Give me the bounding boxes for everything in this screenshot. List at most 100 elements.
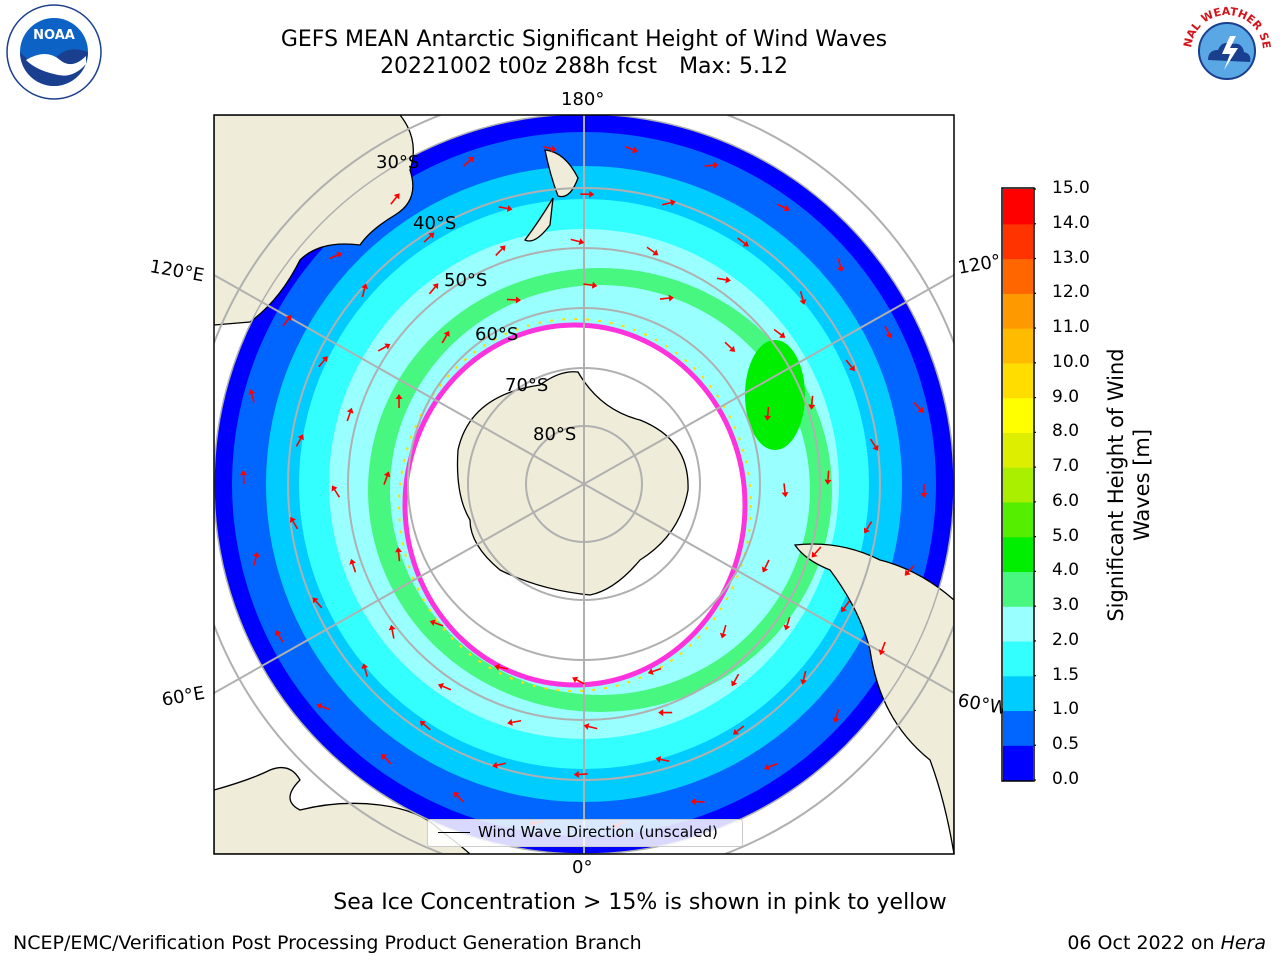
wave-arrow (659, 297, 670, 300)
colorbar-band (1003, 362, 1033, 399)
wave-arrow-head (837, 266, 844, 273)
footer-branch: NCEP/EMC/Verification Post Processing Pr… (13, 932, 642, 954)
colorbar-label: Significant Height of Wind Waves [m] (1104, 348, 1154, 622)
wave-arrow-head (515, 296, 521, 304)
wave-arrow (253, 556, 257, 566)
colorbar-band (1003, 189, 1033, 225)
map-legend: Wind Wave Direction (unscaled) (427, 819, 743, 847)
wave-arrow-head (428, 232, 435, 239)
wave-arrow-head (779, 332, 786, 338)
wave-arrow (295, 438, 302, 447)
wave-arrow (661, 201, 672, 206)
wave-arrow (576, 679, 585, 685)
wave-arrow (277, 633, 284, 643)
wave-arrow-head (811, 551, 818, 558)
colorbar-band (1003, 328, 1033, 364)
colorbar-band (1003, 223, 1033, 260)
wave-arrow (542, 145, 552, 150)
wave-arrow-head (632, 146, 638, 154)
wave-arrow-head (467, 156, 474, 163)
max-value: Max: 5.12 (679, 54, 788, 79)
wave-arrow (704, 164, 714, 167)
wave-arrow-head (668, 294, 674, 302)
lat-label-70s: 70°S (505, 375, 549, 396)
wave-arrow (315, 600, 323, 609)
wave-arrow-head (438, 683, 444, 690)
wave-arrow (913, 402, 921, 410)
wave-arrow (799, 291, 804, 301)
noaa-logo-text: NOAA (33, 28, 75, 43)
colorbar-band (1003, 293, 1033, 329)
wave-arrow-head (316, 702, 323, 710)
new-zealand-landmass (524, 149, 579, 242)
wave-arrow-head (732, 728, 740, 735)
legend-line-sample (438, 832, 470, 833)
wave-arrow (333, 489, 341, 498)
wave-arrow-head (443, 330, 450, 337)
wave-arrow (434, 622, 444, 627)
wave-arrow (423, 723, 431, 731)
wave-arrow-head (395, 393, 403, 399)
wave-arrow (320, 705, 330, 711)
wave-arrow-head (783, 624, 791, 631)
colorbar (1001, 187, 1036, 782)
lon-label-180: 180° (561, 89, 605, 110)
map-frame (213, 114, 955, 855)
wave-arrow (456, 794, 465, 803)
lon-label-0: 0° (572, 857, 593, 878)
wave-arrow (391, 629, 395, 639)
lat-label-30s: 30°S (376, 152, 420, 173)
wave-arrow (884, 325, 890, 335)
wave-arrow (292, 520, 299, 530)
wave-arrow (716, 277, 727, 281)
wave-arrow-head (719, 632, 727, 639)
colorbar-tick-label: 12.0 (1052, 282, 1090, 303)
wave-arrow-head (252, 551, 260, 558)
wave-arrow-head (573, 770, 579, 778)
wave-arrow (250, 393, 255, 403)
wave-arrow-head (361, 283, 369, 290)
wave-arrow-head (336, 251, 343, 259)
wave-arrow-head (432, 283, 439, 290)
wave-arrow-head (670, 199, 676, 207)
wave-arrow-head (863, 527, 870, 534)
wave-arrow (512, 719, 522, 724)
wave-arrow (384, 756, 392, 765)
colorbar-band (1003, 571, 1033, 607)
wave-arrow (351, 563, 357, 573)
wave-arrow-head (848, 365, 855, 372)
wave-arrow-head (764, 763, 770, 771)
wave-arrow-head (429, 619, 436, 627)
wave-arrow (496, 762, 507, 766)
wave-arrow-head (419, 720, 426, 727)
wave-arrow (737, 237, 746, 245)
graticule (214, 115, 954, 854)
wave-arrow (652, 667, 662, 673)
colorbar-band (1003, 467, 1033, 503)
wave-arrow (361, 287, 366, 298)
wave-arrow (768, 763, 778, 768)
colorbar-tick-label: 1.0 (1052, 699, 1080, 720)
wave-arrow-head (885, 332, 893, 339)
wave-arrow-head (499, 245, 506, 252)
wave-arrow (441, 334, 448, 344)
wave-arrow (442, 685, 452, 691)
wave-arrow (364, 667, 369, 677)
wave-arrow-head (800, 679, 807, 685)
colorbar-tick-label: 0.0 (1052, 769, 1080, 789)
wave-arrow (660, 758, 670, 762)
wave-arrow (733, 673, 740, 683)
wave-arrow (397, 552, 401, 562)
wave-arrow (843, 600, 850, 609)
wave-arrow (773, 328, 782, 336)
wave-arrow (837, 258, 842, 268)
colorbar-tick-label: 9.0 (1052, 386, 1080, 407)
wave-arrow-head (658, 709, 664, 717)
wave-arrow-head (783, 205, 790, 212)
sea-ice-note: Sea Ice Concentration > 15% is shown in … (333, 890, 947, 915)
wave-arrow (810, 395, 814, 405)
colorbar-tick-label: 2.0 (1052, 629, 1080, 650)
chart-subtitle: 20221002 t00z 288h fcst Max: 5.12 (0, 54, 1168, 80)
lat-label-80s: 80°S (533, 424, 577, 445)
